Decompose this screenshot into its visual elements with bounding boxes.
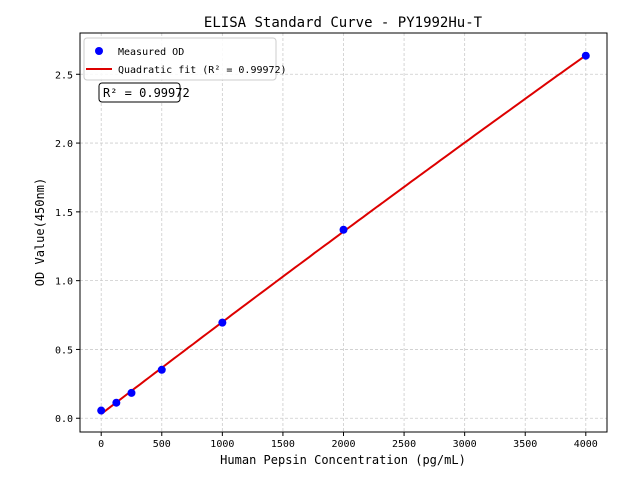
y-tick-label: 1.0 xyxy=(55,277,73,288)
x-tick-label: 2500 xyxy=(392,439,416,450)
legend: Measured OD Quadratic fit (R² = 0.99972) xyxy=(83,37,287,81)
x-tick-label: 4000 xyxy=(574,439,598,450)
legend-label-fit: Quadratic fit (R² = 0.99972) xyxy=(118,65,287,76)
y-tick-label: 2.0 xyxy=(55,139,73,150)
x-tick-label: 2000 xyxy=(331,439,355,450)
y-axis-label: OD Value(450nm) xyxy=(33,178,47,286)
x-tick-label: 0 xyxy=(98,439,104,450)
y-tick-label: 0.0 xyxy=(55,414,73,425)
data-point xyxy=(112,398,121,407)
x-tick-label: 1500 xyxy=(271,439,295,450)
y-tick-label: 2.5 xyxy=(55,70,73,81)
x-tick-label: 3500 xyxy=(513,439,537,450)
x-tick-label: 500 xyxy=(153,439,171,450)
data-point xyxy=(97,406,106,415)
data-point xyxy=(218,318,227,327)
r2-annotation: R² = 0.99972 xyxy=(103,86,190,100)
data-point xyxy=(157,365,166,374)
x-tick-label: 1000 xyxy=(210,439,234,450)
data-point xyxy=(127,388,136,397)
data-point xyxy=(339,225,348,234)
legend-box xyxy=(83,37,277,81)
legend-label-measured: Measured OD xyxy=(118,47,184,58)
y-tick-label: 1.5 xyxy=(55,208,73,219)
ticks: 0 500 1000 1500 2000 2500 3000 3500 4000 0.0 0.5 1.… xyxy=(55,70,598,450)
chart-title: ELISA Standard Curve - PY1992Hu-T xyxy=(204,15,483,31)
data-points xyxy=(97,51,590,415)
x-tick-label: 3000 xyxy=(453,439,477,450)
x-axis-label: Human Pepsin Concentration (pg/mL) xyxy=(220,453,466,467)
y-tick-label: 0.5 xyxy=(55,345,73,356)
legend-marker-measured xyxy=(95,47,103,55)
data-point xyxy=(581,51,590,60)
annotation-box xyxy=(98,82,181,103)
